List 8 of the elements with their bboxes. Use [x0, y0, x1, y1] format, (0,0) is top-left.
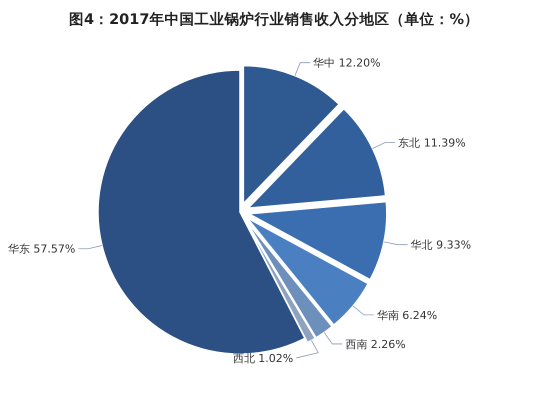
slice-label: 华南 6.24%	[376, 308, 438, 322]
slice-label: 华东 57.57%	[8, 242, 76, 256]
slice-label: 西南 2.26%	[345, 338, 406, 351]
slice-label: 东北 11.39%	[398, 136, 466, 150]
chart-title: 图4：2017年中国工业锅炉行业销售收入分地区（单位：%）	[69, 10, 479, 28]
slice-label: 西北 1.02%	[232, 352, 294, 365]
slice-label: 华中 12.20%	[313, 56, 381, 70]
slice-label: 华北 9.33%	[410, 238, 472, 252]
